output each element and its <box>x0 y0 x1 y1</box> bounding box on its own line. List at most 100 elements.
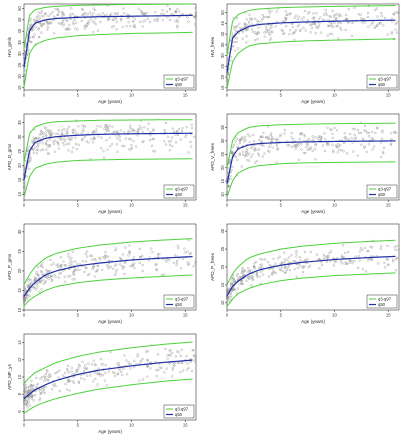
data-point <box>320 260 323 264</box>
data-point <box>32 151 35 154</box>
data-point <box>114 130 118 133</box>
data-point <box>264 136 268 139</box>
data-point <box>140 12 143 15</box>
x-axis-label: Age (years) <box>301 209 325 214</box>
data-point <box>84 260 88 263</box>
data-point <box>231 165 234 169</box>
data-point <box>344 28 347 32</box>
data-point <box>149 367 152 370</box>
data-point <box>68 262 71 265</box>
data-point <box>35 376 38 380</box>
data-point <box>155 374 158 378</box>
data-point <box>93 9 97 12</box>
data-point <box>137 7 140 10</box>
data-point <box>166 357 169 360</box>
data-point <box>379 247 382 250</box>
data-point <box>177 247 180 250</box>
data-point <box>26 390 29 394</box>
data-point <box>244 155 247 158</box>
data-point <box>44 281 47 284</box>
data-point <box>72 270 75 274</box>
data-point <box>371 130 374 134</box>
data-point <box>289 28 292 32</box>
data-point <box>92 359 95 362</box>
data-point <box>124 261 127 265</box>
data-point <box>260 263 263 266</box>
data-point <box>328 24 331 28</box>
data-point <box>44 268 48 271</box>
data-point <box>36 282 39 285</box>
data-point <box>335 25 338 28</box>
data-point <box>395 21 399 24</box>
data-point <box>312 12 315 15</box>
data-point <box>354 255 357 258</box>
data-point <box>324 138 327 141</box>
data-point <box>134 145 138 148</box>
data-point <box>129 362 132 366</box>
data-point <box>52 384 55 387</box>
data-point <box>226 73 229 76</box>
data-point <box>235 17 239 20</box>
data-point <box>146 358 149 361</box>
data-point <box>122 131 126 134</box>
data-point <box>50 133 53 136</box>
y-tick-label: 35 <box>17 39 22 44</box>
data-point <box>380 245 383 248</box>
data-point <box>176 350 179 353</box>
data-point <box>156 353 160 356</box>
data-point <box>290 132 293 135</box>
x-axis-label: Age (years) <box>301 99 325 104</box>
data-point <box>356 154 359 157</box>
data-point <box>23 287 26 290</box>
data-point <box>268 264 272 267</box>
data-point <box>165 367 168 370</box>
data-point <box>28 167 31 171</box>
data-point <box>251 275 254 278</box>
data-point <box>229 170 233 174</box>
q97-curve <box>23 3 193 50</box>
data-point <box>62 12 65 15</box>
data-point <box>97 371 100 374</box>
y-tick-label: 20 <box>17 268 22 273</box>
legend-label-q3-q97: q3-q97 <box>175 77 189 82</box>
data-point <box>89 254 92 257</box>
data-point <box>363 124 367 127</box>
data-point <box>44 372 48 376</box>
data-point <box>22 73 26 76</box>
data-point <box>27 285 30 289</box>
data-point <box>39 392 43 395</box>
data-point <box>394 269 398 272</box>
data-point <box>263 35 266 38</box>
data-point <box>67 137 70 140</box>
data-point <box>395 244 398 248</box>
data-point <box>92 264 95 267</box>
data-point <box>56 13 60 16</box>
data-point <box>190 145 193 148</box>
data-point <box>331 149 335 152</box>
data-point <box>67 255 70 259</box>
data-point <box>268 12 271 15</box>
data-point <box>42 14 45 17</box>
data-point <box>136 353 139 356</box>
legend-label-q50: q50 <box>175 192 183 197</box>
data-point <box>181 127 184 130</box>
data-point <box>193 360 196 363</box>
data-point <box>313 16 316 19</box>
data-point <box>176 259 179 262</box>
data-point <box>83 126 86 129</box>
data-point <box>246 147 249 150</box>
data-point <box>390 31 394 34</box>
y-tick-label: 45 <box>17 17 22 22</box>
data-point <box>32 28 35 31</box>
data-point <box>263 31 266 34</box>
x-tick-label: 5 <box>280 313 283 318</box>
data-point <box>30 379 33 383</box>
data-point <box>166 16 169 19</box>
legend-label-q50: q50 <box>175 82 183 87</box>
data-point <box>256 148 259 151</box>
data-point <box>87 273 90 277</box>
data-point <box>351 21 354 25</box>
data-point <box>147 122 150 125</box>
q03-curve <box>23 31 193 88</box>
data-point <box>366 11 370 15</box>
